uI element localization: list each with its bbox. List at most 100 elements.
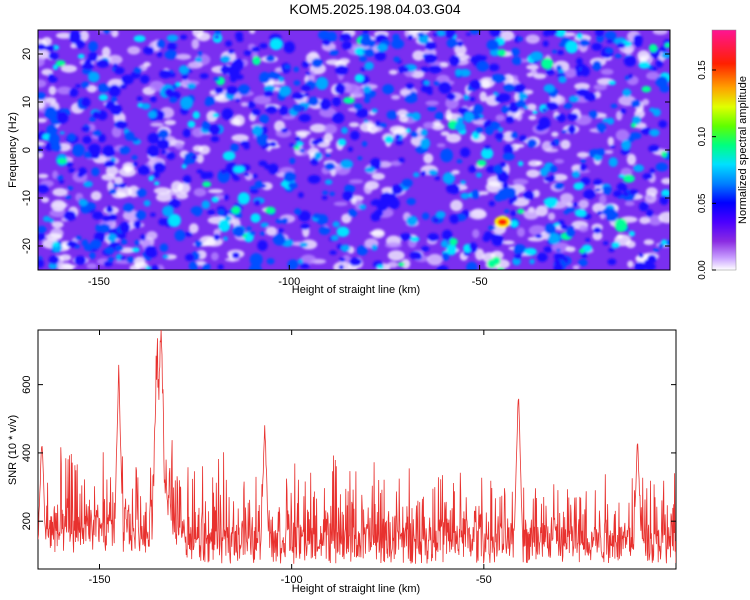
- spectrogram-cell: [638, 253, 644, 258]
- spectrogram-cell: [89, 252, 96, 260]
- spectrogram-cell: [604, 149, 614, 154]
- spectrogram-cell: [463, 94, 470, 101]
- spectrogram-cell: [441, 229, 453, 241]
- spectrogram-cell: [347, 146, 354, 152]
- spectrogram-cell: [68, 30, 82, 44]
- spectrogram-cell: [545, 30, 558, 36]
- spectrogram-cell: [537, 252, 548, 263]
- spectrogram-cell: [118, 145, 131, 155]
- spectrogram-cell: [411, 111, 421, 122]
- spectrogram-cell: [299, 262, 310, 269]
- spectrogram-cell: [576, 57, 583, 65]
- spectrogram-cell: [574, 208, 587, 218]
- spectrogram-cell: [436, 265, 449, 270]
- spectrogram-cell: [298, 210, 311, 222]
- spectrogram-cell: [147, 110, 157, 119]
- spectrogram-cell: [579, 163, 587, 172]
- spectrogram-cell: [488, 225, 496, 231]
- spectrogram-cell: [150, 265, 160, 270]
- spectrogram-cell: [560, 139, 571, 150]
- spectrogram-cell: [194, 56, 203, 63]
- colorbar-tick-label: 0.15: [697, 60, 708, 80]
- spectrogram-cell: [88, 143, 101, 155]
- spectrogram-cell: [231, 206, 241, 215]
- spectrogram-cell: [301, 60, 310, 68]
- spectrogram-cell: [291, 92, 305, 101]
- spectrogram-cell: [563, 102, 573, 110]
- spectrogram-cell: [420, 128, 428, 137]
- spectrogram-cell: [463, 111, 475, 123]
- spectrogram-cell: [391, 184, 403, 195]
- spectrogram-cell: [534, 233, 543, 239]
- spectrogram-cell: [333, 201, 348, 207]
- spectrogram-cell: [510, 210, 517, 217]
- y-tick-label: -20: [21, 238, 33, 254]
- spectrogram-cell: [583, 189, 596, 200]
- spectrogram-cell: [475, 248, 485, 261]
- spectrogram-cell: [505, 115, 515, 124]
- spectrogram-cell: [441, 252, 450, 261]
- spectrogram-cell: [257, 240, 268, 251]
- spectrogram-cell: [554, 159, 565, 164]
- spectrogram-cell: [388, 197, 400, 210]
- spectrogram-cell: [293, 145, 300, 151]
- spectrogram-cell: [362, 85, 372, 94]
- spectrogram-cell: [489, 30, 502, 37]
- spectrogram-cell: [281, 115, 296, 120]
- spectrogram-cell: [428, 65, 442, 74]
- spectrogram-cell: [549, 174, 556, 181]
- spectrogram-cell: [496, 267, 505, 270]
- spectrogram-cell: [75, 235, 82, 241]
- spectrogram-cell: [313, 213, 321, 219]
- spectrogram-cell: [64, 195, 72, 200]
- spectrogram-cell: [253, 95, 272, 105]
- spectrogram-cell: [544, 148, 559, 153]
- spectrogram-cell: [608, 247, 615, 253]
- spectrogram-cell: [86, 84, 97, 93]
- spectrogram-cell: [108, 213, 117, 222]
- spectrogram-cell: [217, 169, 230, 183]
- spectrogram-cell: [567, 112, 579, 122]
- spectrogram-cell: [503, 144, 514, 155]
- spectrogram-cell: [342, 190, 354, 201]
- x-tick-label: -100: [278, 276, 300, 288]
- spectrogram-cell: [227, 49, 235, 55]
- spectrogram-cell: [580, 66, 590, 77]
- spectrogram-cell: [229, 118, 242, 126]
- spectrogram-cell: [77, 53, 85, 59]
- y-tick-label: 200: [21, 512, 33, 530]
- spectrogram-cell: [341, 41, 353, 51]
- spectrogram-cell: [460, 147, 471, 158]
- spectrogram-cell: [428, 169, 438, 176]
- spectrogram-cell: [585, 238, 591, 242]
- spectrogram-cell: [420, 85, 433, 93]
- spectrogram-cells: [38, 30, 670, 270]
- spectrogram-cell: [440, 131, 450, 137]
- spectrogram-cell: [251, 46, 260, 53]
- spectrogram-cell: [275, 218, 284, 224]
- spectrogram-cell: [38, 141, 46, 146]
- spectrogram-cell: [234, 74, 244, 80]
- spectrogram-cell: [72, 143, 85, 157]
- spectrogram-cell: [66, 240, 78, 248]
- spectrogram-cell: [299, 148, 305, 153]
- spectrogram-cell: [530, 69, 538, 77]
- spectrogram-cell: [95, 224, 103, 232]
- spectrogram-cell: [614, 218, 628, 233]
- spectrogram-cell: [434, 111, 444, 121]
- spectrogram-cell: [224, 40, 233, 47]
- spectrogram-cell: [384, 241, 402, 249]
- spectrogram-cell: [492, 256, 501, 266]
- y-tick-label: 20: [21, 48, 33, 60]
- spectrogram-cell: [233, 165, 245, 174]
- spectrogram-cell: [134, 210, 147, 221]
- spectrogram-cell: [137, 165, 151, 175]
- spectrogram-cell: [174, 141, 184, 150]
- spectrogram-cell: [55, 144, 62, 152]
- spectrogram-cell: [472, 104, 484, 115]
- spectrogram-cell: [182, 175, 192, 184]
- spectrogram-cell: [280, 127, 289, 133]
- spectrogram-cell: [172, 84, 178, 90]
- spectrogram-cell: [350, 130, 360, 141]
- spectrogram-cell: [398, 114, 409, 123]
